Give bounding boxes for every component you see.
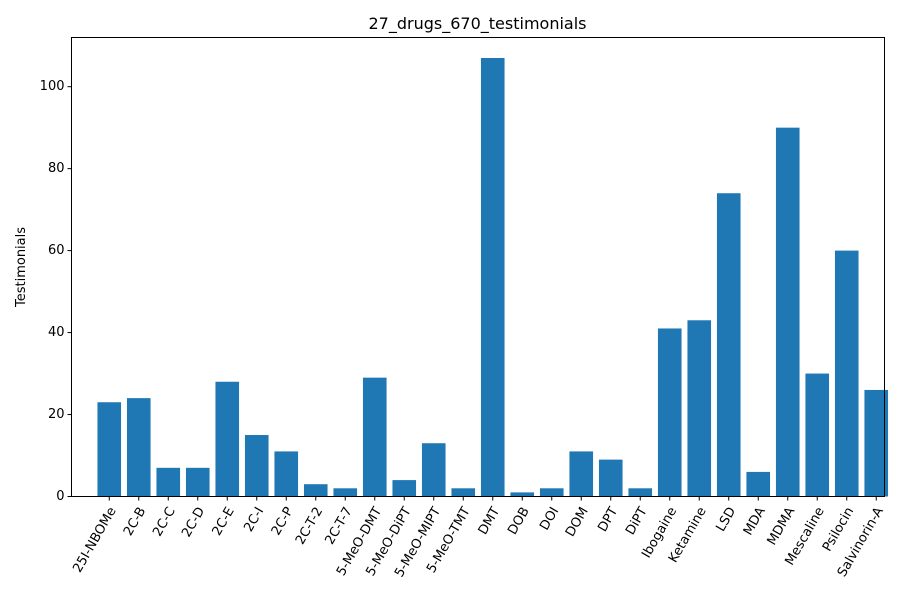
bar <box>716 193 741 497</box>
bar <box>333 488 358 497</box>
bar <box>97 402 122 497</box>
bar <box>215 381 240 497</box>
y-tick-label: 40 <box>48 325 65 340</box>
y-tick-label: 0 <box>56 489 64 504</box>
bar <box>628 488 653 497</box>
plot-frame <box>71 37 885 497</box>
bar <box>392 480 417 497</box>
bar <box>539 488 564 497</box>
x-tick-label: 2C-T-2 <box>293 505 326 548</box>
x-tick-label: 2C-I <box>241 505 267 535</box>
bar <box>421 443 446 497</box>
x-tick-label: LSD <box>713 505 739 535</box>
bar <box>126 398 151 497</box>
bars-group <box>97 57 889 497</box>
bar <box>451 488 476 497</box>
x-tick-label: DOI <box>537 505 562 533</box>
x-tick-label: MDA <box>741 505 769 538</box>
bar <box>657 328 682 497</box>
bar <box>480 57 505 497</box>
x-axis-ticks: 25I-NBOMe 2C-B 2C-C 2C-D 2C-E 2C-I 2C-P2C-T-22… <box>70 496 887 580</box>
bar <box>510 492 535 497</box>
y-tick-label: 20 <box>48 407 65 422</box>
x-tick-label: DMT <box>476 505 504 538</box>
y-axis-label: Testimonials <box>14 227 29 308</box>
x-tick-label: 2C-C <box>150 505 179 539</box>
x-tick-label: 2C-P <box>269 505 297 539</box>
bar <box>185 467 210 497</box>
bar <box>805 373 830 497</box>
x-tick-label: DPT <box>595 505 621 535</box>
bar <box>274 451 299 497</box>
bar <box>598 459 623 497</box>
bar <box>156 467 181 497</box>
bar <box>687 320 712 497</box>
y-tick-label: 60 <box>48 243 65 258</box>
chart-title: 27_drugs_670_testimonials <box>369 14 587 34</box>
bar <box>746 471 771 497</box>
bar <box>362 377 387 497</box>
x-tick-label: 2C-B <box>121 505 149 539</box>
bar <box>864 389 889 497</box>
bar <box>569 451 594 497</box>
x-tick-label: DiPT <box>623 505 651 538</box>
x-tick-label: DOM <box>563 505 592 540</box>
x-tick-label: 2C-E <box>210 505 238 539</box>
x-tick-label: 25I-NBOMe <box>70 505 119 576</box>
y-tick-label: 100 <box>40 79 65 94</box>
bar <box>834 250 859 497</box>
y-axis-ticks: 0 20 40 60 80 100 <box>40 79 72 504</box>
x-tick-label: 2C-D <box>179 505 208 540</box>
bar <box>303 484 328 497</box>
bar <box>775 127 800 497</box>
x-tick-label: DOB <box>505 505 533 538</box>
y-tick-label: 80 <box>48 161 65 176</box>
bar <box>244 435 269 497</box>
